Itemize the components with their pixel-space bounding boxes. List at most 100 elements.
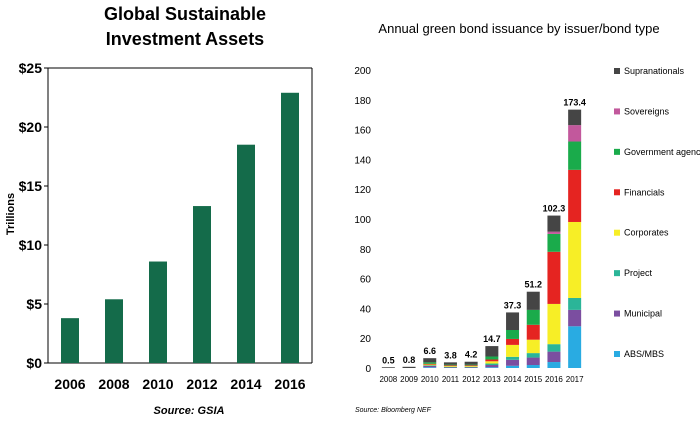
chart2-bar-segment [485,359,499,362]
chart2-bar-segment [506,312,520,331]
chart2-total-label: 6.6 [423,346,436,356]
chart2-bar-segment [485,363,499,366]
chart1-x-tick-label: 2006 [54,376,85,392]
chart2-bar-segment [464,365,478,367]
chart2-bar-segment [547,344,561,352]
chart2-total-label: 3.8 [444,350,457,360]
chart1-x-tick-label: 2010 [142,376,173,392]
chart2-bar-segment [443,366,457,367]
chart2-y-tick-label: 120 [354,185,371,196]
chart2-legend-swatch [614,310,620,317]
chart2-bar-segment [568,326,582,368]
chart2-y-tick-label: 100 [354,215,371,226]
chart1-x-tick-label: 2012 [186,376,217,392]
chart2-y-tick-label: 160 [354,126,371,137]
chart2-x-tick-label: 2014 [504,375,522,384]
chart2-bar-segment [402,366,416,368]
chart1-y-tick-label: $25 [19,60,43,76]
chart2-y-ticks: 0 20 40 60 80 100 120 140 160 180 200 [354,66,371,375]
chart2-x-tick-label: 2012 [462,375,480,384]
chart2-x-ticks: 2008 2009 2010 2011 2012 2013 2014 2015 2016 2017 [379,375,584,384]
chart2-x-tick-label: 2015 [524,375,542,384]
chart2-y-tick-label: 140 [354,155,371,166]
chart1-bar [281,92,299,363]
chart2-bar-segment [506,330,520,339]
chart2-bar-segment [443,365,457,367]
chart1-y-axis-label: Trillions [5,193,17,235]
chart2-bar-segment [443,366,457,368]
chart2-x-tick-label: 2016 [545,375,563,384]
chart2-bar-segment [423,362,437,364]
chart2-total-label: 102.3 [543,204,566,214]
chart2-y-tick-label: 180 [354,96,371,107]
chart1-x-ticks: 2006 2008 2010 2012 2014 2016 [54,376,305,392]
chart2-x-tick-label: 2010 [421,375,439,384]
chart2-bar-segment [464,366,478,367]
chart2-bar-segment [485,346,499,357]
chart2-y-tick-label: 60 [360,275,372,286]
chart2-bar-segment [526,309,540,325]
chart1-bar [149,261,167,363]
chart2-bar-segment [568,309,582,327]
chart2-bar-segment [485,367,499,368]
chart2-total-label: 4.2 [465,350,478,360]
chart2-bar-segment [547,215,561,232]
chart1-axes [47,67,313,364]
chart2-bar-segment [443,367,457,368]
chart2-bar-segment [423,365,437,368]
chart2-legend-swatch [614,108,620,115]
chart1-y-tick-label: $10 [19,237,43,253]
chart2-x-tick-label: 2009 [400,375,418,384]
chart2-bar-segment [381,367,395,368]
chart2-bar-segment [423,358,437,363]
chart2-bar-segment [464,364,478,366]
chart2-bar-segment [526,353,540,358]
chart2-bar-segment [485,361,499,364]
chart1-y-tick-label: $0 [26,355,42,371]
chart2-bar-segment [568,125,582,142]
chart2-bar-segment [464,367,478,368]
chart2-y-tick-label: 200 [354,66,371,77]
chart2-bar-segment [547,233,561,252]
chart1-y-tick-label: $5 [26,296,42,312]
green-bond-chart: Annual green bond issuance by issuer/bon… [354,21,700,414]
chart2-legend-label: Project [624,268,653,278]
chart1-bar [237,144,255,363]
chart2-bar-segment [506,365,520,368]
chart2-bar-segment [568,141,582,170]
chart1-y-ticks: $0 $5 $10 $15 $20 $25 [19,60,48,371]
chart2-y-tick-label: 80 [360,245,372,256]
chart2-bar-segment [464,361,478,365]
chart2-y-tick-label: 20 [360,334,372,345]
chart2-legend-label: ABS/MBS [624,349,664,359]
chart1-title-line2: Investment Assets [106,29,264,49]
chart2-x-tick-label: 2008 [379,375,397,384]
chart1-title-line1: Global Sustainable [104,4,266,24]
chart2-total-label: 173.4 [563,98,586,108]
chart2-bar-segment [547,362,561,368]
chart1-bars [61,92,299,363]
chart2-bars [381,109,582,368]
chart2-legend-label: Municipal [624,309,662,319]
chart2-bar-segment [526,291,540,310]
chart2-y-tick-label: 40 [360,304,372,315]
chart2-bar-segment [547,251,561,304]
chart2-bar-segment [568,169,582,222]
chart2-bar-segment [485,365,499,368]
chart1-y-tick-label: $20 [19,119,43,135]
chart1-x-tick-label: 2008 [98,376,129,392]
chart2-bar-segment [568,221,582,298]
chart1-x-tick-label: 2014 [230,376,261,392]
chart2-legend-label: Financials [624,187,665,197]
chart2-legend-swatch [614,148,620,155]
chart2-bar-segment [443,362,457,365]
chart2-total-label: 0.5 [382,355,395,365]
chart2-bar-segment [506,359,520,366]
chart2-legend-swatch [614,189,620,196]
chart2-bar-segment [423,365,437,366]
chart2-legend: Supranationals Sovereigns Government agenc… [614,66,700,359]
chart2-x-tick-label: 2017 [566,375,584,384]
chart2-bar-segment [526,357,540,366]
chart2-bar-segment [526,365,540,368]
